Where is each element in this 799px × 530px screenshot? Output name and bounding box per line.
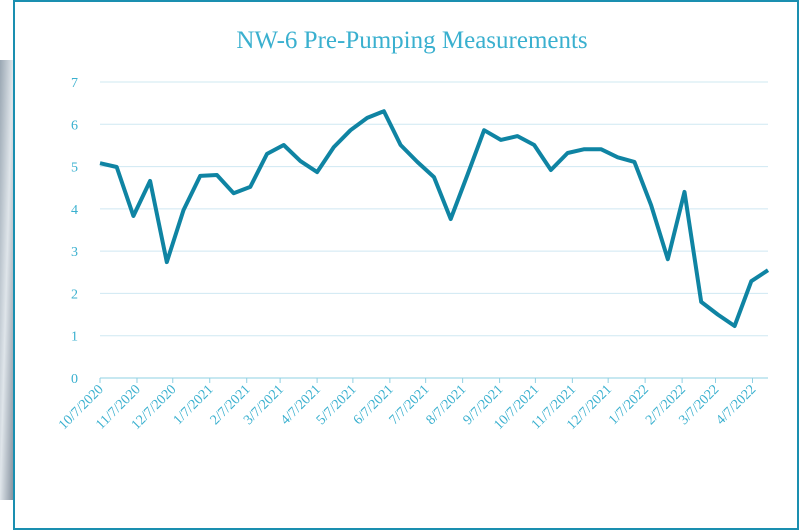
- y-tick-label: 2: [71, 287, 78, 302]
- y-tick-label: 1: [71, 330, 78, 345]
- chart-frame: [13, 0, 799, 530]
- y-tick-label: 7: [71, 76, 78, 91]
- y-tick-label: 3: [71, 245, 78, 260]
- y-tick-label: 5: [71, 161, 78, 176]
- y-tick-label: 4: [71, 203, 78, 218]
- y-tick-label: 6: [71, 118, 78, 133]
- y-tick-label: 0: [71, 372, 78, 387]
- chart-title: NW-6 Pre-Pumping Measurements: [236, 27, 587, 54]
- data-line: [99, 109, 770, 328]
- background-photo: [0, 60, 13, 500]
